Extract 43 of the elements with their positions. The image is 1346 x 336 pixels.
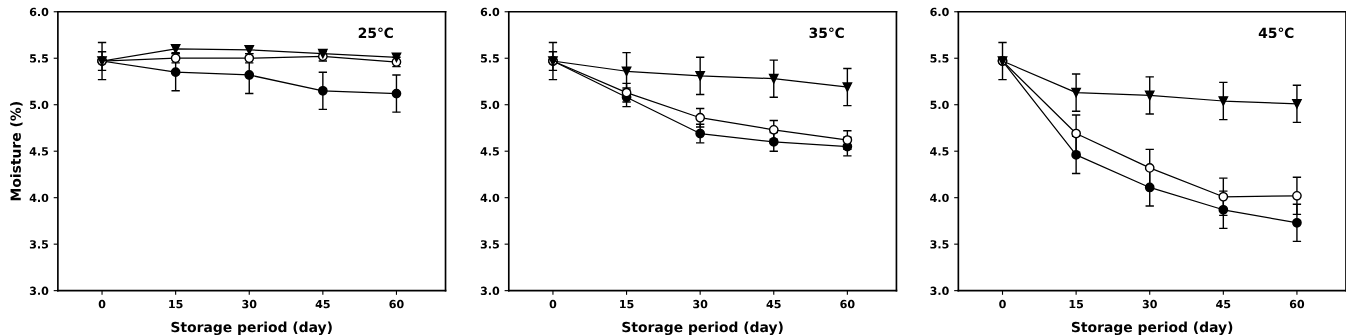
y-tick-label: 6.0 [930,7,949,17]
y-tick-label: 4.5 [29,147,49,156]
x-tick-label: 15 [1069,300,1084,309]
x-tick-label: 60 [840,299,855,309]
x-tick-label: 45 [1216,300,1231,309]
y-tick-label: 5.5 [930,54,949,63]
y-tick-label: 3.0 [930,286,949,296]
y-tick-label: 5.5 [480,54,499,63]
y-tick-label: 4.0 [29,193,49,203]
x-tick-label: 30 [1142,299,1157,309]
x-tick-label: 0 [549,299,557,309]
y-tick-label: 6.0 [480,7,500,17]
x-tick-label: 0 [999,299,1006,309]
y-axis-title: Moisture (%) [10,102,23,201]
y-tick-label: 3.5 [480,240,499,249]
y-tick-label: 4.5 [480,147,499,156]
y-tick-label: 3.5 [930,240,949,249]
annotation: 25℃ [358,27,393,39]
x-tick-label: 60 [389,299,404,309]
x-tick-label: 30 [242,299,257,309]
x-tick-label: 45 [315,300,330,309]
annotation: 45℃ [1258,27,1294,39]
y-tick-label: 5.5 [30,54,49,63]
x-tick-label: 30 [693,299,708,309]
y-tick-label: 5.0 [480,100,500,110]
x-axis-title: Storage period (day) [622,321,783,336]
x-tick-label: 15 [620,300,634,309]
x-tick-label: 45 [766,300,781,309]
y-tick-label: 3.5 [29,240,49,249]
x-tick-label: 60 [1289,299,1305,309]
x-axis-title: Storage period (day) [171,321,332,336]
y-tick-label: 4.0 [480,193,500,203]
y-tick-label: 6.0 [29,7,49,17]
x-axis-title: Storage period (day) [1071,321,1233,336]
y-tick-label: 3.0 [29,286,49,296]
y-tick-label: 5.0 [30,100,49,110]
x-tick-label: 15 [169,300,183,309]
y-tick-label: 3.0 [480,286,500,296]
y-tick-label: 5.0 [930,100,949,110]
y-tick-label: 4.0 [930,193,949,203]
x-tick-label: 0 [98,299,106,309]
y-tick-label: 4.5 [930,147,949,156]
annotation: 35℃ [809,27,844,39]
